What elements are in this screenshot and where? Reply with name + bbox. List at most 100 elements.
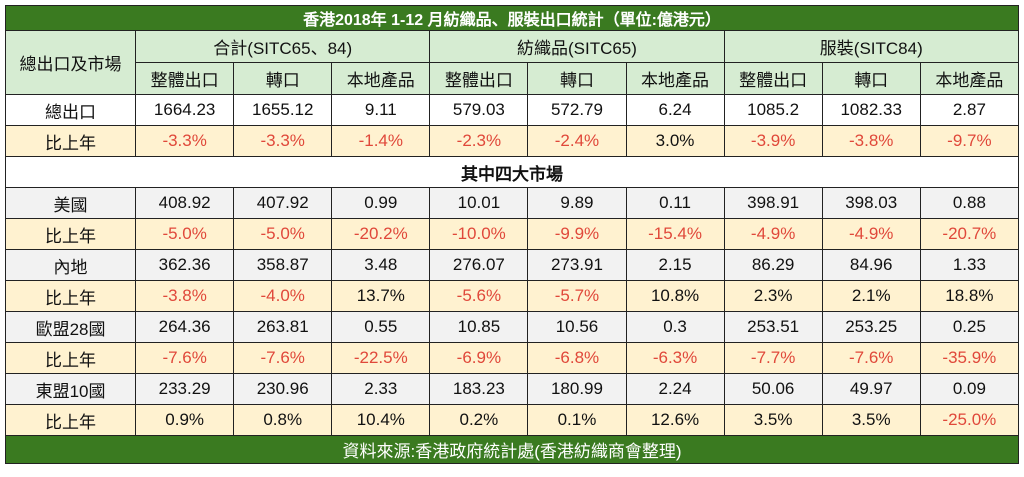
table-cell: 407.92 (233, 187, 333, 219)
table-cell: -25.0% (919, 404, 1020, 436)
table-cell: 49.97 (821, 373, 921, 405)
table-cell: -22.5% (331, 342, 431, 374)
row-label: 歐盟28國 (4, 311, 137, 343)
group-header-row: 總出口及市場 合計(SITC65、84) 紡織品(SITC65) 服裝(SITC… (4, 30, 1020, 95)
table-cell: 0.88 (919, 187, 1020, 219)
table-row-yoy: 比上年 -3.3% -3.3% -1.4% -2.3% -2.4% 3.0% -3.9% -3.… (4, 125, 1020, 157)
table-cell: 263.81 (233, 311, 333, 343)
table-cell: -35.9% (919, 342, 1020, 374)
table-row-market: 內地 362.36 358.87 3.48 276.07 273.91 2.15 86.29 8… (4, 249, 1020, 281)
table-cell: 358.87 (233, 249, 333, 281)
table-cell: 408.92 (135, 187, 235, 219)
row-label: 總出口 (4, 94, 137, 126)
table-cell: 362.36 (135, 249, 235, 281)
table-cell: -4.0% (233, 280, 333, 312)
table-cell: 264.36 (135, 311, 235, 343)
table-title: 香港2018年 1-12 月紡織品、服裝出口統計（單位:億港元） (5, 5, 1019, 31)
table-cell: 0.1% (527, 404, 627, 436)
group-header-clothing: 服裝(SITC84) (723, 30, 1020, 63)
table-row-market: 歐盟28國 264.36 263.81 0.55 10.85 10.56 0.3 253.51… (4, 311, 1020, 343)
table-cell: 0.25 (919, 311, 1020, 343)
table-row-market: 東盟10國 233.29 230.96 2.33 183.23 180.99 2.24 50.… (4, 373, 1020, 405)
table-cell: 2.3% (723, 280, 823, 312)
table-cell: 12.6% (625, 404, 725, 436)
table-cell: 10.85 (429, 311, 529, 343)
table-cell: 2.33 (331, 373, 431, 405)
group-header-total: 合計(SITC65、84) (135, 30, 431, 63)
table-cell: -3.3% (233, 125, 333, 157)
row-label: 比上年 (4, 404, 137, 436)
table-row-yoy: 比上年 -7.6% -7.6% -22.5% -6.9% -6.8% -6.3% -7.7% -… (4, 342, 1020, 374)
subcolumn-header: 轉口 (821, 62, 921, 95)
table-cell: 10.8% (625, 280, 725, 312)
table-cell: -10.0% (429, 218, 529, 250)
table-cell: 0.2% (429, 404, 529, 436)
table-cell: 0.55 (331, 311, 431, 343)
table-cell: 3.5% (821, 404, 921, 436)
source-note: 資料來源:香港政府統計處(香港紡織商會整理) (5, 435, 1019, 464)
table-cell: -6.9% (429, 342, 529, 374)
table-cell: -9.7% (919, 125, 1020, 157)
table-cell: -2.3% (429, 125, 529, 157)
table-cell: 0.8% (233, 404, 333, 436)
table-row-market: 美國 408.92 407.92 0.99 10.01 9.89 0.11 398.91 398… (4, 187, 1020, 219)
subcolumn-header: 轉口 (527, 62, 627, 95)
table-cell: 10.01 (429, 187, 529, 219)
table-cell: 2.87 (919, 94, 1020, 126)
table-cell: 579.03 (429, 94, 529, 126)
table-cell: -3.8% (821, 125, 921, 157)
table-cell: 253.25 (821, 311, 921, 343)
group-header-textiles: 紡織品(SITC65) (429, 30, 725, 63)
table-cell: 50.06 (723, 373, 823, 405)
table-cell: 6.24 (625, 94, 725, 126)
table-cell: 3.48 (331, 249, 431, 281)
subcolumn-header: 本地產品 (331, 62, 431, 95)
row-label: 內地 (4, 249, 137, 281)
table-cell: 10.4% (331, 404, 431, 436)
table-cell: 18.8% (919, 280, 1020, 312)
table-cell: 273.91 (527, 249, 627, 281)
table-cell: 0.9% (135, 404, 235, 436)
table-cell: -6.8% (527, 342, 627, 374)
section-row: 其中四大市場 (5, 156, 1019, 188)
table-cell: -9.9% (527, 218, 627, 250)
row-label: 比上年 (4, 280, 137, 312)
table-cell: 2.15 (625, 249, 725, 281)
table-cell: -3.9% (723, 125, 823, 157)
subcolumn-header: 本地產品 (919, 62, 1020, 95)
row-label: 比上年 (4, 342, 137, 374)
table-cell: 276.07 (429, 249, 529, 281)
table-cell: 0.11 (625, 187, 725, 219)
row-label-header: 總出口及市場 (4, 30, 137, 95)
table-cell: -7.6% (233, 342, 333, 374)
table-cell: 86.29 (723, 249, 823, 281)
table-cell: -7.6% (135, 342, 235, 374)
table-cell: -7.7% (723, 342, 823, 374)
subcolumn-header-row: 整體出口 轉口 本地產品 整體出口 轉口 本地產品 整體出口 轉口 本地產品 (6, 62, 1020, 95)
section-title: 其中四大市場 (5, 156, 1019, 188)
row-label: 東盟10國 (4, 373, 137, 405)
subcolumn-header: 轉口 (233, 62, 333, 95)
table-cell: 3.5% (723, 404, 823, 436)
table-row-total: 總出口 1664.23 1655.12 9.11 579.03 572.79 6.24 108… (4, 94, 1020, 126)
subcolumn-header: 本地產品 (625, 62, 725, 95)
table-cell: 1664.23 (135, 94, 235, 126)
table-cell: -3.3% (135, 125, 235, 157)
table-cell: -15.4% (625, 218, 725, 250)
table-row-yoy: 比上年 -5.0% -5.0% -20.2% -10.0% -9.9% -15.4% -4.9… (4, 218, 1020, 250)
table-cell: -4.9% (821, 218, 921, 250)
table-cell: 2.1% (821, 280, 921, 312)
table-cell: 572.79 (527, 94, 627, 126)
subcolumn-header: 整體出口 (135, 62, 235, 95)
table-cell: 9.89 (527, 187, 627, 219)
table-cell: 230.96 (233, 373, 333, 405)
table-cell: 3.0% (625, 125, 725, 157)
footer-row: 資料來源:香港政府統計處(香港紡織商會整理) (5, 435, 1019, 464)
table-cell: 1655.12 (233, 94, 333, 126)
table-cell: 253.51 (723, 311, 823, 343)
table-cell: 0.99 (331, 187, 431, 219)
table-cell: 1.33 (919, 249, 1020, 281)
table-cell: -7.6% (821, 342, 921, 374)
table-cell: 84.96 (821, 249, 921, 281)
table-cell: 233.29 (135, 373, 235, 405)
